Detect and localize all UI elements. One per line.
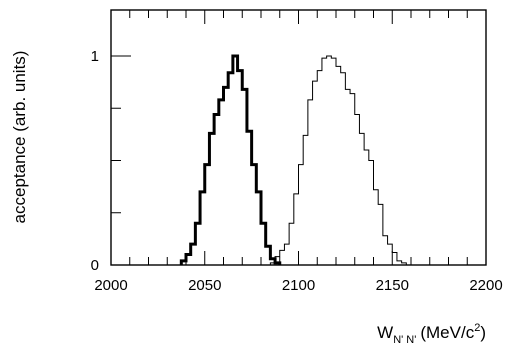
y-tick-labels: 01 (91, 48, 99, 274)
x-tick-label: 2100 (282, 277, 315, 294)
x-tick-label: 2000 (94, 277, 127, 294)
x-axis-title: WN' N' (MeV/c2) (377, 322, 486, 346)
plot-frame (110, 9, 487, 266)
x-tick-label: 2200 (469, 277, 502, 294)
y-tick-label: 0 (91, 257, 99, 274)
x-axis-unit-power: 2 (474, 322, 480, 334)
x-tick-label: 2150 (376, 277, 409, 294)
x-axis-subscript: N' N' (393, 334, 416, 346)
x-tick-labels: 2000 2050 2100 2150 2200 (94, 277, 502, 294)
x-axis-unit-close: ) (480, 323, 486, 342)
series-thick-histogram (179, 54, 282, 265)
y-axis-title: acceptance (arb. units) (10, 51, 29, 224)
series-thin-histogram (269, 55, 407, 265)
y-tick-label: 1 (91, 48, 99, 65)
x-tick-label: 2050 (188, 277, 221, 294)
axis-ticks (110, 10, 487, 266)
x-axis-unit: (MeV/c (420, 323, 474, 342)
x-axis-symbol: W (377, 323, 393, 342)
histogram-series (179, 54, 407, 265)
